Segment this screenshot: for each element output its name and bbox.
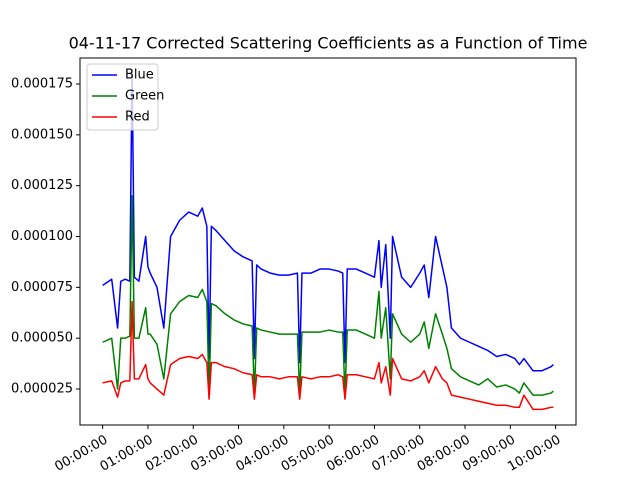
y-tick-label: 0.000075	[11, 280, 73, 295]
y-tick-label: 0.000100	[11, 229, 73, 244]
legend-box	[86, 63, 159, 131]
chart-title: 04-11-17 Corrected Scattering Coefficien…	[69, 34, 588, 53]
y-tick-label: 0.000050	[11, 331, 73, 346]
line-series	[102, 300, 554, 411]
y-tick-label: 0.000175	[11, 77, 73, 92]
legend-label: Blue	[125, 68, 154, 83]
plot-frame	[79, 57, 577, 426]
legend-label: Red	[125, 110, 150, 125]
line-series	[102, 195, 554, 396]
legend-label: Green	[125, 89, 164, 104]
y-tick-label: 0.000025	[11, 382, 73, 397]
y-tick-label: 0.000150	[11, 127, 73, 142]
line-series	[102, 69, 554, 372]
y-tick-label: 0.000125	[11, 178, 73, 193]
